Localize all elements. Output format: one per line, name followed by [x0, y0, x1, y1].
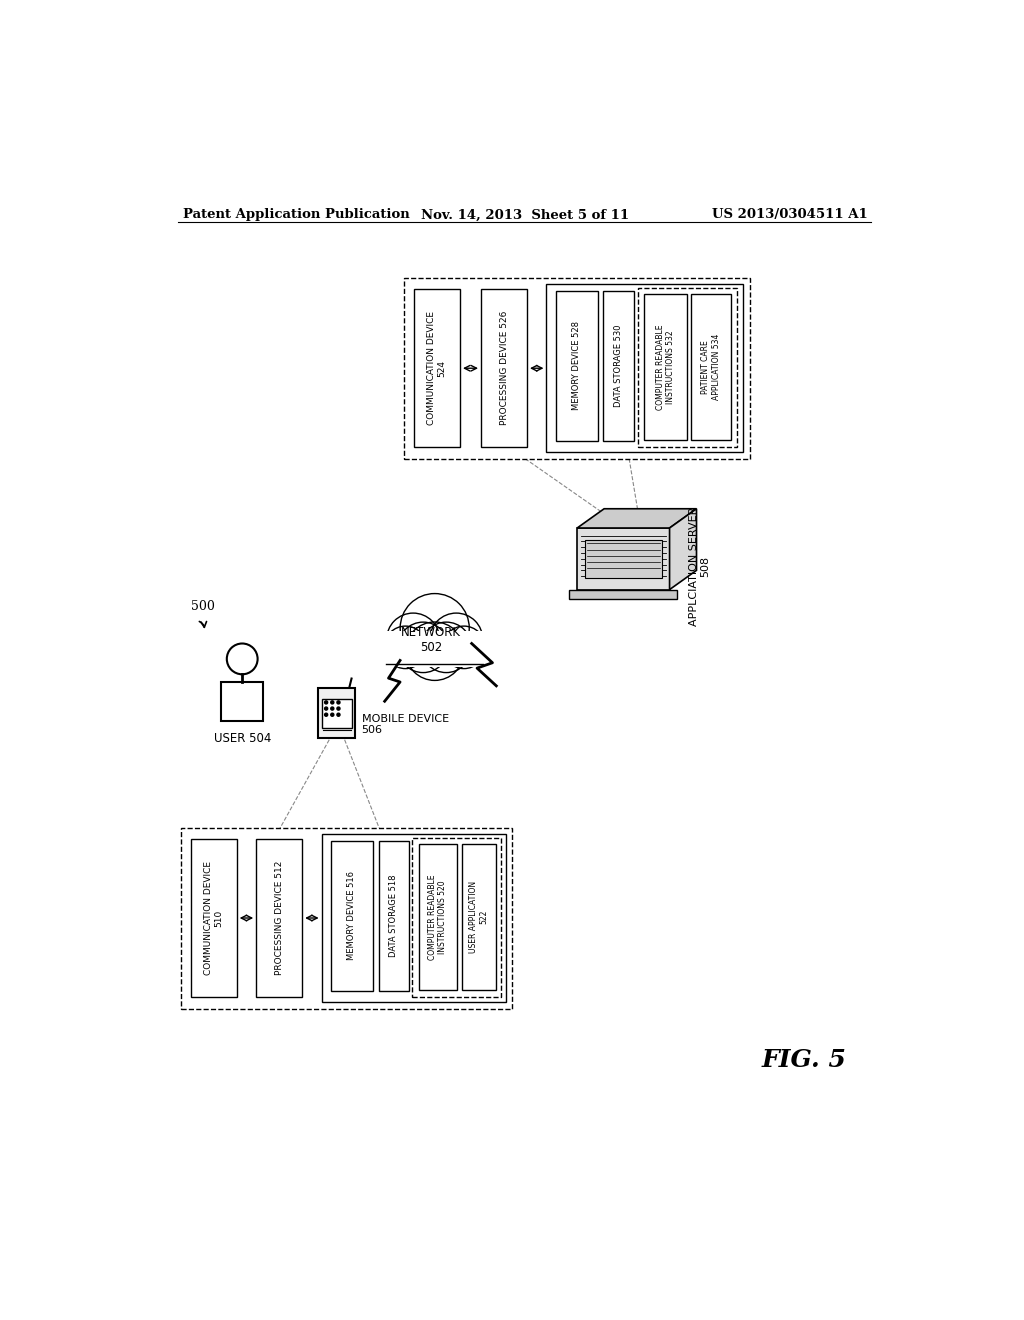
Bar — [403, 277, 751, 459]
Bar — [638, 288, 736, 447]
Text: USER 504: USER 504 — [214, 733, 271, 744]
Circle shape — [398, 622, 449, 673]
Polygon shape — [670, 508, 696, 590]
Circle shape — [442, 626, 485, 669]
Text: COMMUNICATION DEVICE
510: COMMUNICATION DEVICE 510 — [204, 861, 223, 975]
Bar — [691, 294, 731, 441]
Circle shape — [331, 713, 334, 717]
Circle shape — [325, 708, 328, 710]
Bar — [585, 540, 662, 578]
Text: MEMORY DEVICE 528: MEMORY DEVICE 528 — [572, 321, 582, 411]
Circle shape — [331, 701, 334, 704]
Text: PROCESSING DEVICE 512: PROCESSING DEVICE 512 — [274, 861, 284, 975]
Bar — [322, 834, 506, 1002]
Circle shape — [325, 701, 328, 704]
Text: NETWORK
502: NETWORK 502 — [400, 626, 461, 653]
Circle shape — [430, 612, 483, 667]
Text: Patent Application Publication: Patent Application Publication — [183, 209, 410, 222]
Text: PATIENT CARE
APPLICATION 534: PATIENT CARE APPLICATION 534 — [701, 334, 721, 400]
Bar — [556, 290, 598, 441]
Bar — [318, 688, 355, 738]
Circle shape — [337, 708, 340, 710]
Text: PROCESSING DEVICE 526: PROCESSING DEVICE 526 — [500, 312, 509, 425]
Circle shape — [337, 713, 340, 717]
Text: MOBILE DEVICE
506: MOBILE DEVICE 506 — [361, 714, 449, 735]
Text: USER APPLICATION
522: USER APPLICATION 522 — [469, 880, 488, 953]
Text: 500: 500 — [190, 599, 214, 612]
Bar — [481, 289, 527, 447]
Bar — [578, 528, 670, 590]
Bar — [644, 294, 686, 441]
Bar — [603, 290, 634, 441]
Bar — [419, 843, 457, 990]
Circle shape — [387, 612, 439, 667]
Bar — [462, 843, 497, 990]
Text: COMPUTER READABLE
INSTRUCTIONS 520: COMPUTER READABLE INSTRUCTIONS 520 — [428, 874, 447, 960]
Bar — [180, 829, 512, 1010]
Text: US 2013/0304511 A1: US 2013/0304511 A1 — [713, 209, 868, 222]
Bar — [569, 590, 677, 599]
Bar — [322, 700, 352, 727]
Circle shape — [421, 622, 471, 673]
Polygon shape — [578, 508, 696, 528]
Text: DATA STORAGE 530: DATA STORAGE 530 — [614, 325, 624, 407]
Circle shape — [406, 622, 464, 680]
Circle shape — [400, 594, 469, 663]
Bar — [190, 840, 237, 997]
Bar — [331, 841, 373, 991]
Bar — [413, 838, 501, 997]
Circle shape — [226, 644, 258, 675]
Text: FIG. 5: FIG. 5 — [762, 1048, 847, 1072]
Text: Nov. 14, 2013  Sheet 5 of 11: Nov. 14, 2013 Sheet 5 of 11 — [421, 209, 629, 222]
Text: MEMORY DEVICE 516: MEMORY DEVICE 516 — [347, 871, 356, 960]
Circle shape — [331, 708, 334, 710]
Text: COMMUNICATION DEVICE
524: COMMUNICATION DEVICE 524 — [427, 312, 446, 425]
Circle shape — [384, 626, 427, 669]
Text: APPLCIATION SERVER
508: APPLCIATION SERVER 508 — [689, 507, 711, 626]
Bar — [547, 284, 742, 451]
Bar — [414, 289, 460, 447]
Bar — [373, 631, 497, 667]
Text: COMPUTER READABLE
INSTRUCTIONS 532: COMPUTER READABLE INSTRUCTIONS 532 — [655, 325, 675, 409]
Circle shape — [325, 713, 328, 717]
Bar — [256, 840, 302, 997]
Text: DATA STORAGE 518: DATA STORAGE 518 — [389, 874, 398, 957]
Bar — [379, 841, 410, 991]
Circle shape — [337, 701, 340, 704]
Bar — [221, 682, 263, 721]
